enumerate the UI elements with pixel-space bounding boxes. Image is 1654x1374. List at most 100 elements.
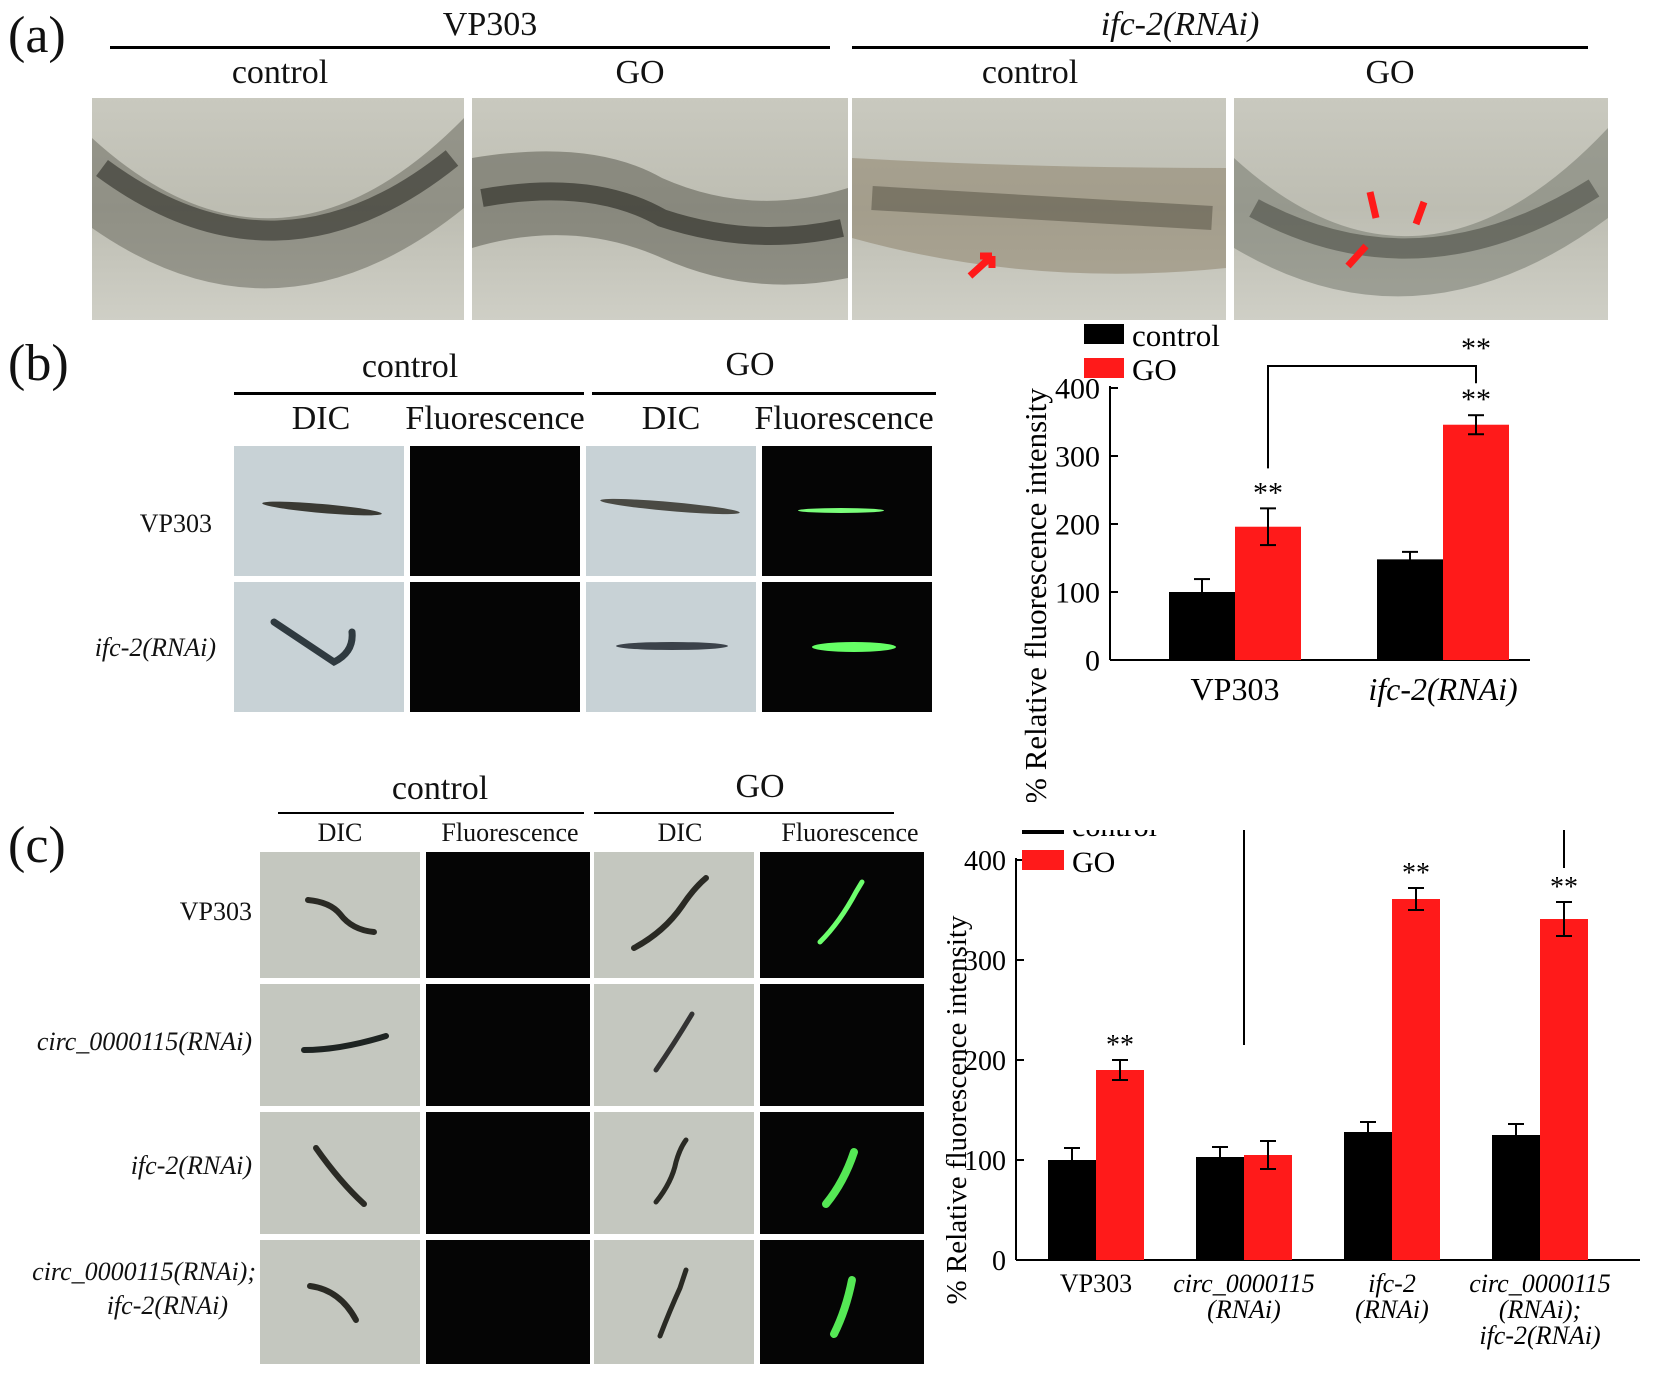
x-tick-label: VP303 — [1060, 1269, 1132, 1298]
y-tick-label: 100 — [1055, 577, 1100, 610]
panel-c-group-rule — [278, 812, 584, 814]
legend-swatch-control — [1084, 324, 1124, 344]
panel-c-group-label: GO — [735, 768, 785, 805]
panel-b-fluor-ifc2-control — [410, 582, 580, 712]
panel-a-group-rule — [110, 46, 830, 49]
x-tick-label: circ_0000115 — [1173, 1269, 1315, 1298]
micrograph-ifc2-control — [852, 98, 1226, 320]
panel-c-fluor-vp303-control — [426, 852, 590, 978]
y-tick-label: 300 — [1055, 441, 1100, 474]
panel-b-column-label: Fluorescence — [754, 400, 934, 437]
panel-c-letter: (c) — [8, 817, 66, 874]
y-tick-label: 400 — [964, 846, 1006, 877]
significance-mark: ** — [1402, 858, 1430, 889]
bar-GO — [1096, 1070, 1144, 1260]
panel-b-row-label: VP303 — [139, 509, 212, 538]
bar-control — [1344, 1132, 1392, 1260]
x-tick-label: (RNAi) — [1355, 1295, 1429, 1324]
x-tick-label: ifc-2(RNAi) — [1479, 1321, 1600, 1350]
legend-swatch-GO — [1084, 358, 1124, 378]
panel-b-group-rule — [592, 392, 936, 395]
y-tick-label: 200 — [964, 1046, 1006, 1077]
legend-swatch-control — [1022, 830, 1064, 834]
panel-c-group-label: control — [391, 770, 489, 807]
legend-label-control: control — [1072, 830, 1157, 843]
bar-control — [1377, 559, 1443, 660]
x-tick-label: ifc-2 — [1368, 1269, 1416, 1298]
panel-c-fluor-ifc2-control — [426, 1112, 590, 1234]
y-tick-label: 0 — [992, 1246, 1006, 1277]
panel-c-row-label: VP303 — [179, 897, 252, 926]
panel-c-row-label: ifc-2(RNAi) — [130, 1151, 252, 1180]
y-tick-label: 200 — [1055, 509, 1100, 542]
panel-c-group-rule — [594, 812, 894, 814]
panel-a-letter: (a) — [8, 7, 66, 64]
panel-b-dic-ifc2-go — [586, 582, 756, 712]
panel-a-column-label: GO — [1365, 54, 1415, 91]
y-tick-label: 0 — [1085, 645, 1100, 678]
chart-b: % Relative fluorescence intensity 0 100 20… — [1018, 322, 1530, 802]
significance-bracket — [1243, 830, 1565, 1045]
significance-mark: ** — [1461, 332, 1491, 365]
chart-b-ylabel: % Relative fluorescence intensity — [1018, 388, 1053, 802]
significance-mark: ** — [1461, 383, 1491, 416]
panel-b-dic-ifc2-control — [234, 582, 404, 712]
panel-c-dic-ifc2-go — [594, 1112, 754, 1234]
panel-c-fluor-double-go — [760, 1240, 924, 1364]
significance-bracket — [1267, 365, 1477, 469]
panel-a-group-label: ifc-2(RNAi) — [1100, 6, 1260, 43]
y-tick-label: 100 — [964, 1146, 1006, 1177]
panel-c-dic-vp303-go — [594, 852, 754, 978]
x-tick-label: VP303 — [1191, 671, 1280, 707]
panel-b-fluor-vp303-go — [762, 446, 932, 576]
panel-b-fluor-ifc2-go — [762, 582, 932, 712]
panel-c-row-label: ifc-2(RNAi) — [106, 1291, 228, 1320]
panel-c-fluor-vp303-go — [760, 852, 924, 978]
legend-label-GO: GO — [1132, 352, 1177, 387]
panel-b-group-label: control — [361, 348, 459, 385]
micrograph-ifc2-go — [1234, 98, 1608, 320]
x-tick-label: (RNAi); — [1499, 1295, 1581, 1324]
panel-c-fluor-ifc2-go — [760, 1112, 924, 1234]
panel-b-letter: (b) — [8, 335, 69, 392]
bar-control — [1492, 1135, 1540, 1260]
panel-a-column-label: control — [231, 54, 329, 91]
significance-mark: ** — [1253, 476, 1283, 509]
panel-c-dic-circ-go — [594, 984, 754, 1106]
panel-b-row-label: ifc-2(RNAi) — [94, 633, 216, 662]
panel-c-fluor-circ-go — [760, 984, 924, 1106]
panel-a-group-label: VP303 — [442, 6, 538, 43]
panel-c-row-label: circ_0000115(RNAi); — [32, 1257, 256, 1286]
bar-GO — [1244, 1155, 1292, 1260]
panel-c-dic-double-go — [594, 1240, 754, 1364]
legend-label-GO: GO — [1072, 846, 1115, 879]
panel-b-group-label: GO — [725, 346, 775, 383]
panel-a-column-label: control — [981, 54, 1079, 91]
panel-b-column-label: DIC — [641, 400, 701, 437]
micrograph-vp303-control — [92, 98, 464, 320]
panel-c-column-label: Fluorescence — [441, 818, 579, 847]
legend-label-control: control — [1132, 322, 1220, 353]
x-tick-label: circ_0000115 — [1469, 1269, 1611, 1298]
y-tick-label: 300 — [964, 946, 1006, 977]
panel-a-group-rule — [852, 46, 1588, 49]
panel-b-dic-vp303-control — [234, 446, 404, 576]
panel-a-column-label: GO — [615, 54, 665, 91]
panel-b-fluor-vp303-control — [410, 446, 580, 576]
panel-c-fluor-circ-control — [426, 984, 590, 1106]
x-tick-label: (RNAi) — [1207, 1295, 1281, 1324]
bar-GO — [1235, 526, 1301, 660]
panel-c-column-label: DIC — [317, 818, 363, 847]
panel-b-dic-vp303-go — [586, 446, 756, 576]
bar-GO — [1443, 424, 1509, 660]
chart-c-ylabel: % Relative fluorescence intensity — [941, 915, 973, 1304]
micrograph-vp303-go — [472, 98, 848, 320]
bar-GO — [1392, 899, 1440, 1260]
panel-c-dic-circ-control — [260, 984, 420, 1106]
bar-GO — [1540, 919, 1588, 1260]
chart-c: % Relative fluorescence intensity 0 100 20… — [941, 830, 1640, 1350]
panel-b-column-label: Fluorescence — [405, 400, 585, 437]
panel-c-dic-double-control — [260, 1240, 420, 1364]
panel-c-column-label: DIC — [657, 818, 703, 847]
x-tick-label: ifc-2(RNAi) — [1368, 671, 1517, 707]
